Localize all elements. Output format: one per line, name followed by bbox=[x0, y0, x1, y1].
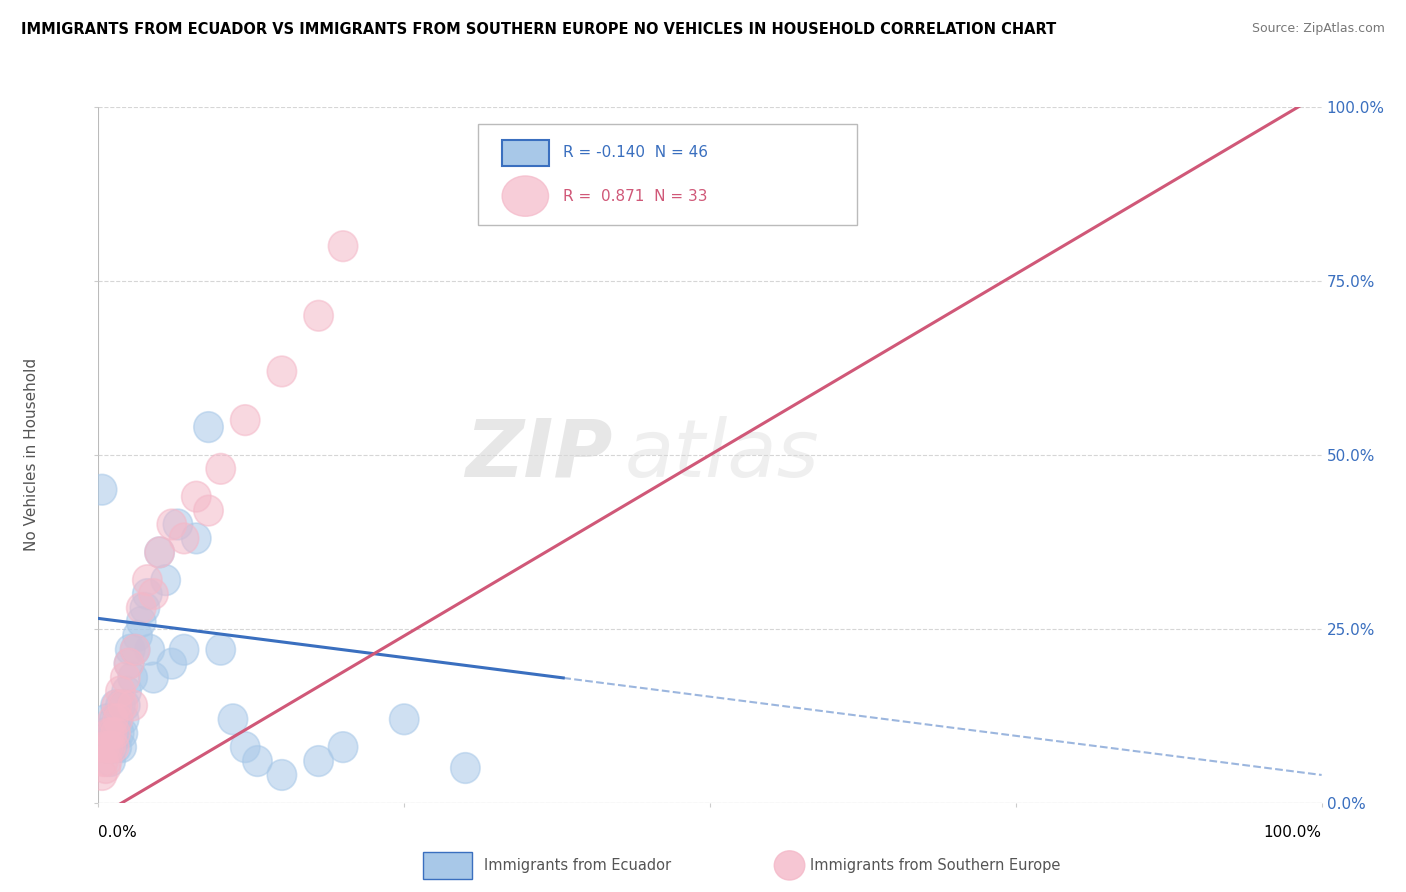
Ellipse shape bbox=[122, 621, 152, 651]
Ellipse shape bbox=[103, 731, 131, 763]
Ellipse shape bbox=[87, 760, 117, 790]
Ellipse shape bbox=[169, 634, 198, 665]
Ellipse shape bbox=[93, 704, 122, 735]
Ellipse shape bbox=[169, 523, 198, 554]
Ellipse shape bbox=[231, 731, 260, 763]
Ellipse shape bbox=[111, 690, 141, 721]
Ellipse shape bbox=[231, 405, 260, 435]
Ellipse shape bbox=[110, 704, 139, 735]
Ellipse shape bbox=[329, 731, 357, 763]
Ellipse shape bbox=[97, 718, 127, 748]
Ellipse shape bbox=[115, 634, 145, 665]
Ellipse shape bbox=[101, 718, 131, 748]
FancyBboxPatch shape bbox=[502, 140, 548, 166]
Text: 100.0%: 100.0% bbox=[1264, 825, 1322, 840]
Ellipse shape bbox=[100, 704, 129, 735]
Ellipse shape bbox=[243, 746, 273, 776]
Ellipse shape bbox=[96, 731, 125, 763]
Ellipse shape bbox=[112, 676, 141, 706]
Ellipse shape bbox=[121, 634, 150, 665]
Text: ZIP: ZIP bbox=[465, 416, 612, 494]
Ellipse shape bbox=[218, 704, 247, 735]
Ellipse shape bbox=[132, 565, 162, 596]
Ellipse shape bbox=[114, 648, 143, 679]
Ellipse shape bbox=[93, 746, 122, 776]
Ellipse shape bbox=[96, 746, 125, 776]
Ellipse shape bbox=[304, 746, 333, 776]
Ellipse shape bbox=[94, 718, 124, 748]
Ellipse shape bbox=[101, 690, 131, 721]
Text: 0.0%: 0.0% bbox=[98, 825, 138, 840]
Ellipse shape bbox=[267, 760, 297, 790]
Text: R = -0.140  N = 46: R = -0.140 N = 46 bbox=[564, 145, 709, 160]
Ellipse shape bbox=[97, 731, 127, 763]
Ellipse shape bbox=[91, 753, 121, 783]
Ellipse shape bbox=[207, 634, 235, 665]
Ellipse shape bbox=[103, 690, 131, 721]
Ellipse shape bbox=[90, 731, 120, 763]
Ellipse shape bbox=[108, 690, 138, 721]
Ellipse shape bbox=[329, 231, 357, 261]
Text: Source: ZipAtlas.com: Source: ZipAtlas.com bbox=[1251, 22, 1385, 36]
Ellipse shape bbox=[90, 718, 120, 748]
Ellipse shape bbox=[111, 662, 141, 693]
Ellipse shape bbox=[127, 607, 156, 637]
Text: Immigrants from Ecuador: Immigrants from Ecuador bbox=[484, 858, 671, 873]
Ellipse shape bbox=[87, 475, 117, 505]
Text: Immigrants from Southern Europe: Immigrants from Southern Europe bbox=[810, 858, 1060, 873]
Ellipse shape bbox=[163, 509, 193, 540]
Ellipse shape bbox=[105, 690, 135, 721]
Ellipse shape bbox=[139, 662, 169, 693]
Ellipse shape bbox=[502, 176, 548, 216]
Ellipse shape bbox=[139, 579, 169, 609]
Ellipse shape bbox=[105, 676, 135, 706]
Ellipse shape bbox=[91, 731, 121, 763]
Ellipse shape bbox=[181, 523, 211, 554]
Ellipse shape bbox=[94, 731, 122, 763]
Ellipse shape bbox=[107, 731, 136, 763]
Text: No Vehicles in Household: No Vehicles in Household bbox=[24, 359, 38, 551]
Ellipse shape bbox=[114, 648, 143, 679]
Ellipse shape bbox=[207, 453, 235, 484]
Ellipse shape bbox=[131, 592, 160, 624]
Ellipse shape bbox=[267, 356, 297, 387]
Ellipse shape bbox=[89, 746, 118, 776]
Ellipse shape bbox=[145, 537, 174, 567]
Ellipse shape bbox=[94, 718, 124, 748]
Ellipse shape bbox=[104, 718, 134, 748]
Ellipse shape bbox=[103, 704, 132, 735]
Text: atlas: atlas bbox=[624, 416, 820, 494]
Text: IMMIGRANTS FROM ECUADOR VS IMMIGRANTS FROM SOUTHERN EUROPE NO VEHICLES IN HOUSEH: IMMIGRANTS FROM ECUADOR VS IMMIGRANTS FR… bbox=[21, 22, 1056, 37]
Ellipse shape bbox=[121, 634, 150, 665]
Ellipse shape bbox=[157, 509, 187, 540]
Ellipse shape bbox=[100, 731, 129, 763]
Ellipse shape bbox=[194, 412, 224, 442]
Ellipse shape bbox=[94, 731, 122, 763]
Ellipse shape bbox=[127, 592, 156, 624]
Ellipse shape bbox=[98, 704, 128, 735]
FancyBboxPatch shape bbox=[423, 852, 471, 880]
Ellipse shape bbox=[132, 579, 162, 609]
Ellipse shape bbox=[118, 690, 148, 721]
Ellipse shape bbox=[389, 704, 419, 735]
Ellipse shape bbox=[150, 565, 180, 596]
Ellipse shape bbox=[451, 753, 479, 783]
Ellipse shape bbox=[98, 718, 128, 748]
Ellipse shape bbox=[135, 634, 165, 665]
Ellipse shape bbox=[118, 662, 148, 693]
Ellipse shape bbox=[145, 537, 174, 567]
Ellipse shape bbox=[108, 718, 138, 748]
Ellipse shape bbox=[103, 704, 132, 735]
Text: R =  0.871  N = 33: R = 0.871 N = 33 bbox=[564, 188, 707, 203]
Ellipse shape bbox=[304, 301, 333, 331]
Ellipse shape bbox=[775, 851, 804, 880]
Ellipse shape bbox=[194, 495, 224, 526]
Ellipse shape bbox=[181, 482, 211, 512]
Ellipse shape bbox=[157, 648, 187, 679]
FancyBboxPatch shape bbox=[478, 124, 856, 226]
